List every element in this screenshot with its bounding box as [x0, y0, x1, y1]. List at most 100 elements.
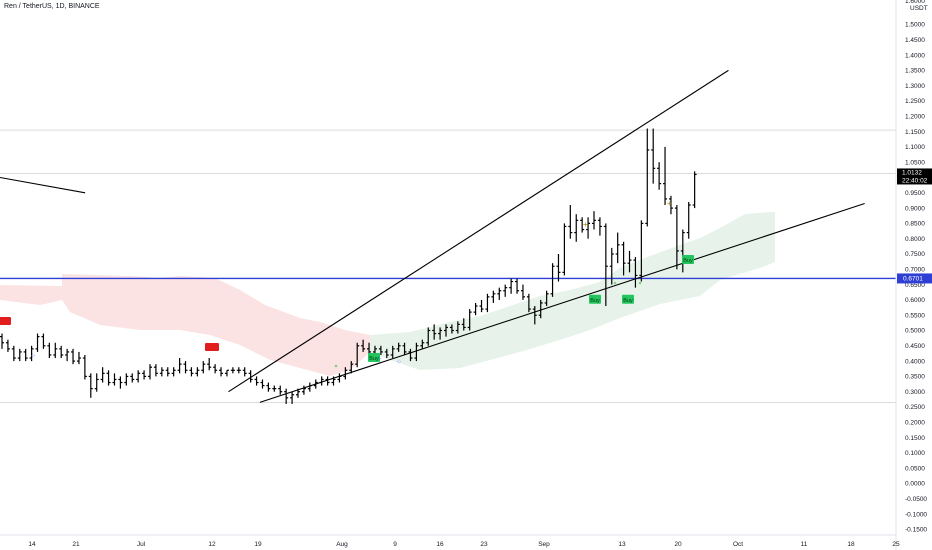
ohlc-bar	[148, 364, 152, 380]
price-tick-label: 0.5500	[905, 312, 925, 319]
ohlc-bar	[5, 339, 10, 352]
ohlc-bar	[41, 333, 46, 349]
buy-signal: Buy	[368, 353, 380, 363]
time-tick-label: 25	[892, 541, 900, 548]
time-tick-label: 21	[72, 541, 80, 548]
ohlc-bar	[29, 345, 34, 362]
time-tick-label: 18	[847, 541, 855, 548]
time-tick-label: 12	[208, 541, 216, 548]
last-price-label: 1.0132	[902, 169, 922, 176]
ohlc-bar	[592, 211, 596, 230]
ohlc-bar	[296, 388, 300, 398]
signal-cross: +	[583, 220, 588, 229]
ohlc-bar	[455, 321, 460, 334]
ohlc-bar	[520, 284, 525, 300]
buy-signal: Buy	[622, 294, 634, 304]
ohlc-bar	[213, 364, 218, 374]
ohlc-bar	[35, 333, 40, 352]
signal-dot	[638, 281, 642, 285]
ohlc-bar	[692, 171, 697, 209]
ohlc-bar	[177, 358, 182, 374]
ohlc-bar	[609, 247, 614, 285]
ohlc-bar	[432, 324, 437, 340]
price-tick-label: 1.1500	[905, 129, 925, 136]
ohlc-bar	[473, 302, 478, 316]
ohlc-bar	[313, 379, 318, 389]
buy-signal-box	[682, 255, 694, 264]
trendline	[0, 176, 86, 194]
hline-price-tag	[897, 273, 932, 284]
ohlc-bar	[82, 354, 87, 380]
price-tick-label: 0.5000	[905, 328, 925, 335]
price-tick-label: -0.1000	[905, 511, 927, 518]
ohlc-bar	[586, 217, 591, 239]
ohlc-bar	[621, 241, 626, 276]
ohlc-bar	[331, 376, 336, 386]
ohlc-bar	[260, 379, 265, 389]
ohlc-bar	[124, 373, 129, 386]
ohlc-bar	[307, 382, 312, 392]
price-tick-label: 0.2500	[905, 404, 925, 411]
price-tick-label: 0.4000	[905, 358, 925, 365]
ohlc-bar	[195, 367, 200, 377]
ohlc-bar	[71, 348, 76, 365]
ohlc-bar	[201, 361, 206, 374]
ohlc-bar	[408, 348, 413, 362]
buy-signal-box	[589, 294, 601, 304]
ohlc-bar	[651, 128, 656, 184]
ohlc-bar	[686, 201, 691, 239]
price-tick-label: 0.8500	[905, 221, 925, 228]
ohlc-bar	[242, 367, 247, 377]
ohlc-bar	[497, 287, 502, 300]
ohlc-bar	[627, 250, 632, 273]
ohlc-bar	[491, 290, 496, 303]
ohlc-bar	[272, 385, 277, 392]
ohlc-bar	[65, 348, 70, 362]
price-tick-label: 0.7000	[905, 267, 925, 274]
signal-dot: ⁘	[396, 359, 402, 366]
price-tick-label: 1.4000	[905, 52, 925, 59]
time-tick-label: 14	[28, 541, 36, 548]
time-tick-label: 20	[674, 541, 682, 548]
price-tick-label: 0.3500	[905, 374, 925, 381]
ohlc-bar	[224, 369, 229, 377]
trendline	[259, 202, 865, 403]
price-tick-label: 1.6000	[905, 0, 925, 5]
ohlc-bar	[390, 345, 395, 359]
ohlc-bar	[633, 257, 638, 288]
signal-dot: ⁘	[376, 356, 382, 363]
ohlc-bar	[378, 345, 383, 355]
price-tick-label: 0.8000	[905, 236, 925, 243]
price-tick-label: 0.6500	[905, 282, 925, 289]
hline-price-label: 0.6701	[903, 276, 923, 283]
ohlc-bar	[603, 223, 608, 307]
ohlc-bar	[23, 348, 28, 362]
ohlc-bar	[668, 195, 673, 215]
chart-title: Ren / TetherUS, 1D, BINANCE	[4, 3, 100, 10]
ohlc-bar	[657, 162, 662, 190]
ohlc-bar	[118, 376, 123, 389]
ohlc-bar	[674, 205, 679, 270]
ohlc-bar	[248, 370, 253, 383]
ohlc-bar	[663, 146, 668, 206]
ohlc-bar	[100, 367, 105, 383]
horizontal-lines	[0, 129, 896, 403]
ohlc-bar	[47, 342, 52, 359]
time-tick-label: 19	[254, 541, 262, 548]
buy-signal-label: Buy	[623, 298, 633, 304]
ohlc-bar	[112, 373, 117, 386]
ohlc-bar	[556, 254, 561, 282]
time-tick-label: Jul	[137, 541, 146, 548]
price-tick-label: 0.9500	[905, 190, 925, 197]
ohlc-bar	[236, 367, 241, 374]
ohlc-bar	[53, 342, 58, 359]
last-price-tag	[897, 168, 932, 185]
trendline	[228, 69, 729, 393]
ohlc-bar	[136, 370, 141, 383]
ohlc-bar	[207, 358, 212, 371]
buy-signal-label: Buy	[590, 298, 600, 304]
cloud-red-area-left	[0, 285, 62, 305]
time-tick-label: 9	[393, 541, 397, 548]
